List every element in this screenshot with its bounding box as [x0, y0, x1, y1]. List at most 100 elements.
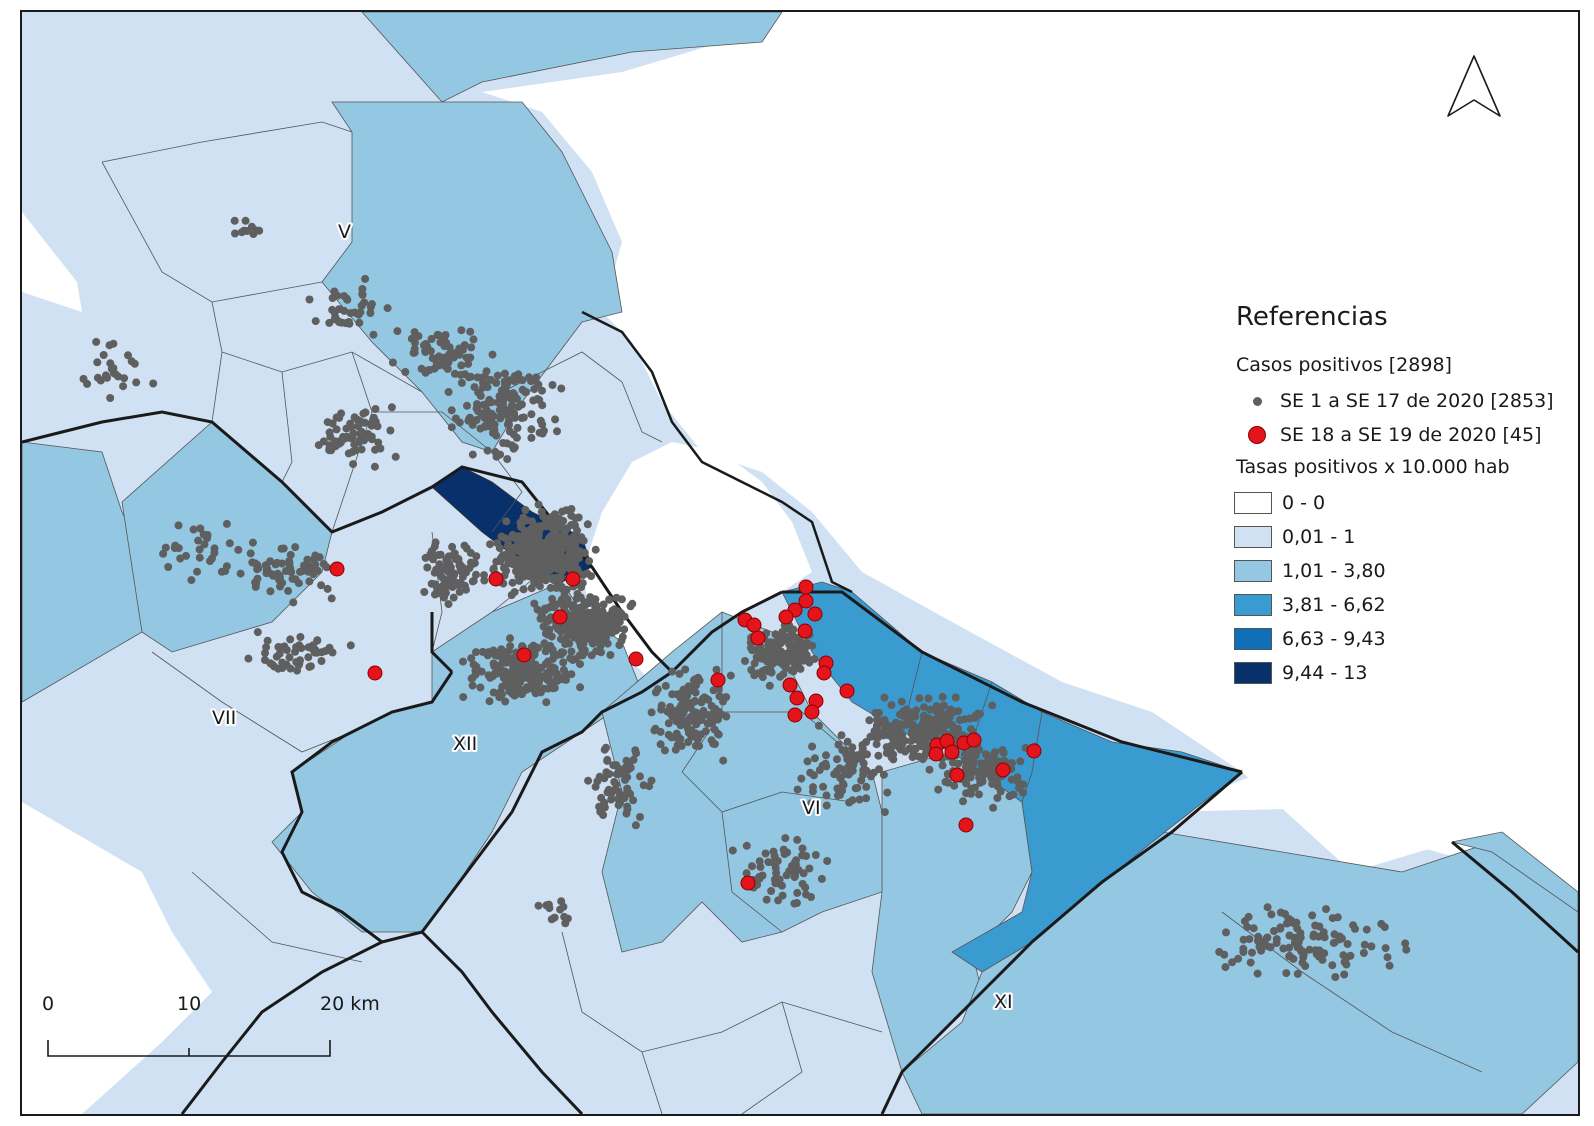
case-point-gray	[908, 729, 917, 737]
case-point-gray	[189, 525, 198, 534]
case-point-gray	[938, 761, 947, 770]
case-point-gray	[522, 569, 531, 578]
case-point-gray	[703, 719, 712, 728]
case-point-gray	[440, 333, 449, 341]
case-point-gray	[262, 569, 271, 578]
case-point-gray	[923, 742, 932, 751]
case-point-gray	[582, 631, 591, 639]
case-point-gray	[355, 318, 364, 327]
case-point-gray	[255, 226, 264, 235]
case-point-gray	[575, 630, 584, 639]
case-point-gray	[1262, 934, 1271, 943]
case-point-gray	[762, 895, 771, 904]
case-point-gray	[960, 756, 969, 765]
case-point-gray	[471, 670, 480, 679]
case-point-gray	[709, 739, 718, 748]
case-point-gray	[1015, 784, 1023, 792]
case-point-gray	[748, 862, 756, 871]
case-point-gray	[423, 563, 432, 572]
case-point-gray	[887, 701, 896, 710]
case-point-gray	[285, 557, 294, 566]
case-point-gray	[870, 727, 879, 736]
case-point-gray	[554, 556, 563, 565]
case-point-gray	[793, 888, 802, 897]
case-point-gray	[833, 791, 842, 800]
case-point-gray	[512, 433, 521, 442]
case-point-gray	[485, 697, 494, 706]
case-point-gray	[246, 549, 255, 558]
case-point-gray	[249, 230, 258, 238]
case-point-gray	[448, 574, 457, 583]
case-point-gray	[1253, 969, 1262, 978]
case-point-gray	[504, 416, 513, 425]
case-point-gray	[522, 683, 531, 692]
case-point-gray	[817, 874, 826, 883]
case-point-gray	[106, 359, 115, 368]
case-point-red	[329, 561, 345, 577]
case-point-gray	[467, 558, 475, 567]
case-point-gray	[354, 310, 363, 319]
case-point-gray	[859, 770, 868, 779]
case-point-gray	[432, 359, 441, 368]
case-point-gray	[367, 421, 376, 430]
case-point-gray	[722, 712, 731, 721]
case-point-gray	[719, 756, 728, 765]
case-point-gray	[473, 373, 482, 382]
case-point-gray	[544, 657, 553, 666]
case-point-gray	[571, 605, 580, 614]
case-point-gray	[554, 672, 563, 681]
case-point-gray	[130, 359, 139, 368]
case-point-red	[798, 593, 814, 609]
case-point-gray	[952, 729, 961, 738]
case-point-gray	[456, 567, 465, 576]
legend-rates-heading: Tasas positivos x 10.000 hab	[1236, 456, 1510, 478]
case-point-gray	[349, 429, 358, 438]
case-point-gray	[576, 683, 585, 692]
case-point-gray	[1222, 928, 1230, 937]
case-point-gray	[1267, 910, 1276, 919]
case-point-gray	[1292, 918, 1301, 927]
case-point-gray	[328, 294, 337, 302]
case-point-gray	[799, 869, 808, 878]
case-point-gray	[1343, 940, 1352, 948]
case-point-gray	[557, 648, 566, 657]
case-point-gray	[106, 394, 115, 402]
case-point-gray	[486, 540, 494, 549]
case-point-gray	[236, 569, 245, 578]
case-point-gray	[468, 681, 477, 690]
case-point-gray	[369, 330, 378, 339]
case-point-gray	[564, 563, 573, 572]
case-point-gray	[579, 571, 587, 579]
case-point-gray	[496, 414, 505, 423]
case-point-gray	[534, 380, 543, 389]
case-point-gray	[1013, 777, 1022, 786]
legend-class-label: 0,01 - 1	[1282, 526, 1356, 548]
case-point-gray	[292, 643, 301, 652]
case-point-gray	[503, 541, 512, 550]
case-point-gray	[1385, 961, 1394, 970]
case-point-gray	[426, 347, 435, 356]
case-point-gray	[606, 651, 615, 659]
case-point-gray	[833, 755, 841, 764]
case-point-gray	[879, 770, 888, 779]
case-point-gray	[656, 740, 665, 749]
case-point-gray	[782, 871, 791, 880]
case-point-gray	[493, 371, 502, 380]
case-point-gray	[269, 571, 278, 580]
case-point-gray	[967, 789, 975, 798]
case-point-gray	[344, 318, 353, 326]
case-point-gray	[562, 675, 570, 684]
case-point-gray	[1340, 970, 1349, 979]
case-point-gray	[603, 639, 612, 648]
case-point-gray	[883, 788, 892, 797]
case-point-gray	[819, 782, 828, 791]
case-point-gray	[620, 625, 629, 634]
case-point-gray	[225, 539, 234, 548]
case-point-gray	[882, 749, 891, 757]
case-point-gray	[342, 424, 351, 433]
case-point-gray	[742, 869, 751, 878]
case-point-gray	[535, 582, 544, 591]
case-point-gray	[501, 534, 510, 543]
case-point-red	[816, 665, 832, 681]
case-point-gray	[371, 445, 380, 454]
